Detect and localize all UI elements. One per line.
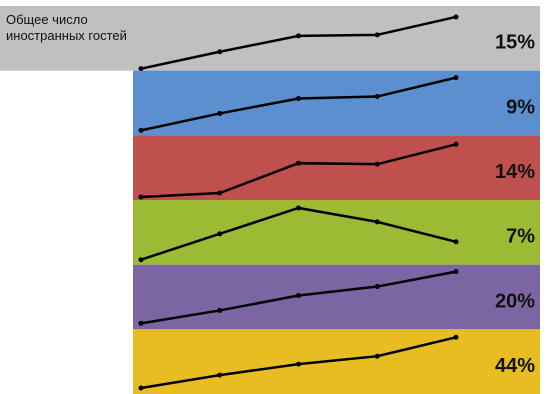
point [453,75,459,81]
point [453,14,459,20]
point [296,361,301,367]
row-band [133,200,540,265]
point [296,160,301,166]
row-band [0,6,540,71]
point [138,320,144,326]
point [296,33,301,39]
total-label: 7% [506,226,535,248]
total-label: 20% [495,290,535,312]
point [138,66,144,72]
point [217,372,223,378]
point [296,96,301,102]
point [138,194,144,200]
point [374,353,380,359]
row-band [133,70,540,136]
row-label: Общее число иностранных гостей [6,12,127,43]
row-band [133,329,540,394]
point [374,161,380,167]
point [138,127,144,133]
point [217,190,223,196]
point [138,385,144,391]
total-label: 14% [495,161,535,183]
point [453,269,459,275]
point [453,239,459,245]
point [374,219,380,225]
point [217,307,223,313]
point [138,257,144,263]
point [453,334,459,340]
total-label: 9% [506,96,535,118]
point [217,231,223,237]
row-band [133,135,540,200]
point [217,49,223,55]
point [374,94,380,100]
point [217,110,223,116]
total-label: 44% [495,355,535,377]
row-band [133,264,540,330]
point [374,32,380,38]
total-label: 15% [495,32,535,54]
point [374,284,380,290]
point [453,141,459,147]
point [296,205,301,211]
point [296,293,301,299]
